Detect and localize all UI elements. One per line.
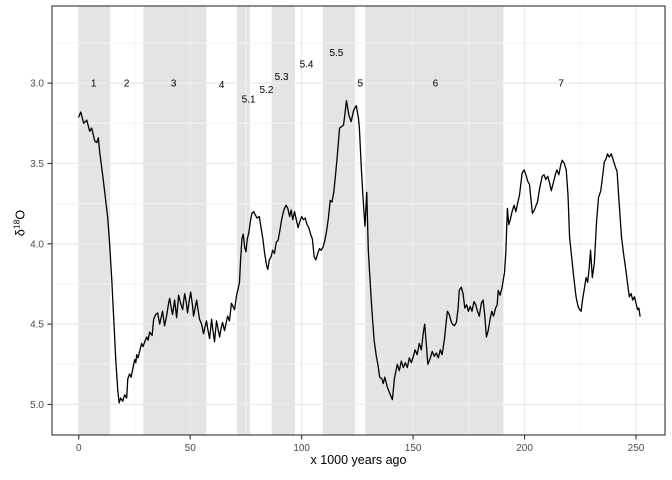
stage-band bbox=[143, 6, 207, 435]
y-axis-title-delta: δ bbox=[13, 229, 28, 237]
x-tick-label: 150 bbox=[405, 443, 422, 454]
y-axis-title: δ18O bbox=[12, 9, 30, 438]
stage-label: 6 bbox=[433, 79, 439, 90]
y-tick-label: 3.0 bbox=[30, 79, 44, 90]
stage-label: 5.4 bbox=[300, 59, 314, 70]
x-tick-label: 100 bbox=[293, 443, 310, 454]
x-tick-label: 50 bbox=[185, 443, 197, 454]
d18o-curve bbox=[78, 100, 641, 404]
x-axis-title: x 1000 years ago bbox=[310, 453, 407, 467]
y-tick-label: 4.0 bbox=[30, 239, 44, 250]
stage-band bbox=[365, 6, 504, 435]
stage-label: 3 bbox=[171, 79, 177, 90]
y-tick-label: 3.5 bbox=[30, 159, 44, 170]
stage-label: 4 bbox=[219, 80, 225, 91]
stage-label: 5.1 bbox=[242, 95, 256, 106]
stage-label: 7 bbox=[558, 79, 564, 90]
y-tick-label: 4.5 bbox=[30, 320, 44, 331]
stage-band bbox=[78, 6, 111, 435]
stage-band bbox=[271, 6, 295, 435]
x-tick-label: 250 bbox=[628, 443, 645, 454]
stage-label: 5.3 bbox=[275, 72, 289, 83]
x-tick-label: 200 bbox=[516, 443, 533, 454]
stage-label: 5.2 bbox=[259, 85, 273, 96]
stage-label: 1 bbox=[91, 79, 97, 90]
stage-label: 5.5 bbox=[329, 48, 343, 59]
stage-label: 2 bbox=[124, 79, 130, 90]
panel-border bbox=[51, 5, 666, 436]
y-axis-title-superscript: 18 bbox=[11, 219, 22, 230]
x-tick-label: 0 bbox=[76, 443, 82, 454]
y-axis-title-element: O bbox=[13, 209, 28, 220]
stage-label: 5 bbox=[358, 79, 364, 90]
y-tick-label: 5.0 bbox=[30, 400, 44, 411]
stage-band bbox=[237, 6, 250, 435]
